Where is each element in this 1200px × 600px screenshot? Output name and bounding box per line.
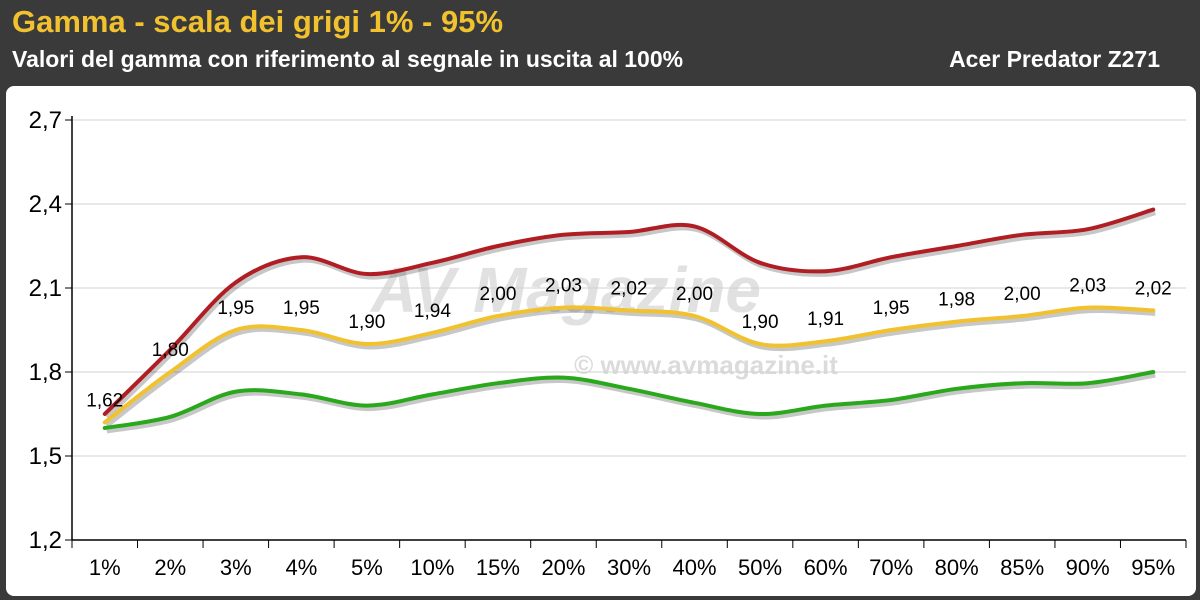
x-tick-label: 3% [220, 555, 252, 580]
x-tick-label: 95% [1131, 555, 1175, 580]
y-tick-label: 2,7 [29, 107, 62, 134]
chart-panel: AV Magazine © www.avmagazine.it 1,2 1,5 1,… [6, 86, 1196, 596]
y-tick-label: 1,2 [29, 527, 62, 554]
data-label: 1,94 [414, 301, 451, 322]
data-label: 2,02 [611, 278, 648, 299]
x-tick-label: 20% [541, 555, 585, 580]
data-label: 2,03 [1069, 276, 1106, 297]
x-tick-label: 5% [351, 555, 383, 580]
x-tick-label: 60% [804, 555, 848, 580]
y-tick-label: 2,4 [29, 191, 62, 218]
data-label: 2,00 [1004, 284, 1041, 305]
x-tick-label: 2% [154, 555, 186, 580]
x-tick-label: 15% [476, 555, 520, 580]
series-line-green [102, 370, 1156, 430]
series-line-red-shadow [105, 210, 1156, 419]
data-label: 1,80 [152, 340, 189, 361]
data-label: 2,00 [479, 284, 516, 305]
x-tick-label: 85% [1000, 555, 1044, 580]
data-label: 2,02 [1135, 278, 1172, 299]
series-line-yellow-shadow [105, 307, 1156, 428]
x-tick-label: 30% [607, 555, 651, 580]
data-label: 1,90 [742, 312, 779, 333]
x-tick-label: 4% [285, 555, 317, 580]
data-label: 2,00 [676, 284, 713, 305]
watermark-copyright: © www.avmagazine.it [574, 350, 838, 380]
x-tick-label: 70% [869, 555, 913, 580]
data-label: 1,98 [938, 290, 975, 311]
y-tick-label: 1,5 [29, 443, 62, 470]
x-tick-label: 50% [738, 555, 782, 580]
data-label: 1,95 [217, 298, 254, 319]
watermark-logo-text: AV Magazine [369, 254, 761, 326]
line-chart: AV Magazine © www.avmagazine.it 1,2 1,5 1,… [29, 107, 1187, 580]
x-tick-label: 10% [410, 555, 454, 580]
x-tick-label: 90% [1066, 555, 1110, 580]
monitor-name: Acer Predator Z271 [949, 46, 1160, 72]
series-line-red [102, 207, 1156, 416]
x-tick-label: 40% [673, 555, 717, 580]
data-label: 1,90 [348, 312, 385, 333]
data-label: 1,91 [807, 309, 844, 330]
chart-title: Gamma - scala dei grigi 1% - 95% [12, 4, 504, 39]
chart-header: Gamma - scala dei grigi 1% - 95% Valori … [0, 0, 1200, 86]
series-line-green-shadow [106, 372, 1156, 434]
x-tick-label: 80% [935, 555, 979, 580]
chart-subtitle: Valori del gamma con riferimento al segn… [12, 46, 684, 72]
y-tick-label: 1,8 [29, 359, 62, 386]
y-tick-label: 2,1 [29, 275, 62, 302]
x-tick-label: 1% [89, 555, 121, 580]
watermark: AV Magazine © www.avmagazine.it [369, 254, 838, 380]
data-label: 1,95 [873, 298, 910, 319]
series-line-yellow [102, 305, 1156, 425]
data-label: 2,03 [545, 276, 582, 297]
data-label: 1,95 [283, 298, 320, 319]
data-label: 1,62 [86, 390, 123, 411]
